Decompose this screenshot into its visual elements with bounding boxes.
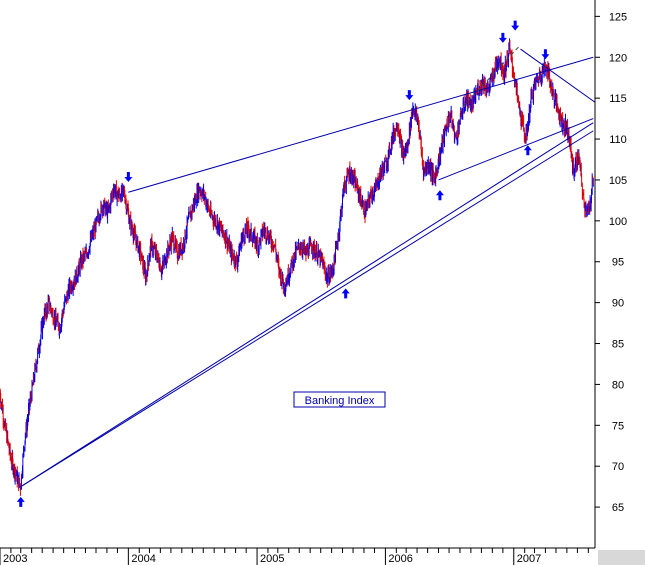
arrow-down-icon (498, 32, 507, 43)
y-tick-label: 90 (612, 298, 624, 310)
axis-corner-box (598, 550, 645, 565)
trendline (438, 118, 594, 181)
arrow-up-icon (341, 288, 350, 299)
y-tick-label: 105 (609, 175, 627, 187)
legend-box (293, 391, 386, 408)
trendline (128, 56, 594, 193)
y-tick-label: 100 (609, 216, 627, 228)
y-tick-label: 80 (612, 379, 624, 391)
chart-legend: Banking Index (293, 391, 386, 408)
y-tick-label: 115 (609, 93, 627, 105)
arrow-up-icon (16, 496, 25, 507)
arrow-up-icon (435, 190, 444, 201)
trendline (20, 130, 594, 488)
y-tick-label: 120 (609, 52, 627, 64)
x-tick-label: 2006 (388, 553, 412, 565)
y-tick-label: 75 (612, 420, 624, 432)
plot-area (0, 38, 594, 496)
y-tick-label: 70 (612, 461, 624, 473)
y-tick-label: 125 (609, 11, 627, 23)
trendline (20, 122, 594, 488)
arrow-up-icon (523, 145, 532, 156)
x-axis-ticks: 2003 2004 2005 2006 2007 (0, 548, 589, 565)
pivot-arrows (16, 20, 550, 507)
x-tick-label: 2003 (3, 553, 27, 565)
y-tick-label: 65 (612, 502, 624, 514)
arrow-down-icon (405, 90, 414, 101)
y-axis-ticks: 125 120 115 110 105 100 95 90 85 80 75 70 65 (595, 11, 627, 514)
arrow-down-icon (541, 49, 550, 60)
x-tick-label: 2005 (260, 553, 284, 565)
y-tick-label: 85 (612, 339, 624, 351)
y-tick-label: 110 (609, 134, 627, 146)
legend-label: Banking Index (305, 395, 375, 407)
arrow-down-icon (124, 171, 133, 182)
arrow-down-icon (511, 20, 520, 31)
y-tick-label: 95 (612, 257, 624, 269)
x-tick-label: 2004 (131, 553, 155, 565)
trendlines (20, 44, 596, 488)
trendline (520, 48, 596, 103)
x-tick-label: 2007 (517, 553, 541, 565)
